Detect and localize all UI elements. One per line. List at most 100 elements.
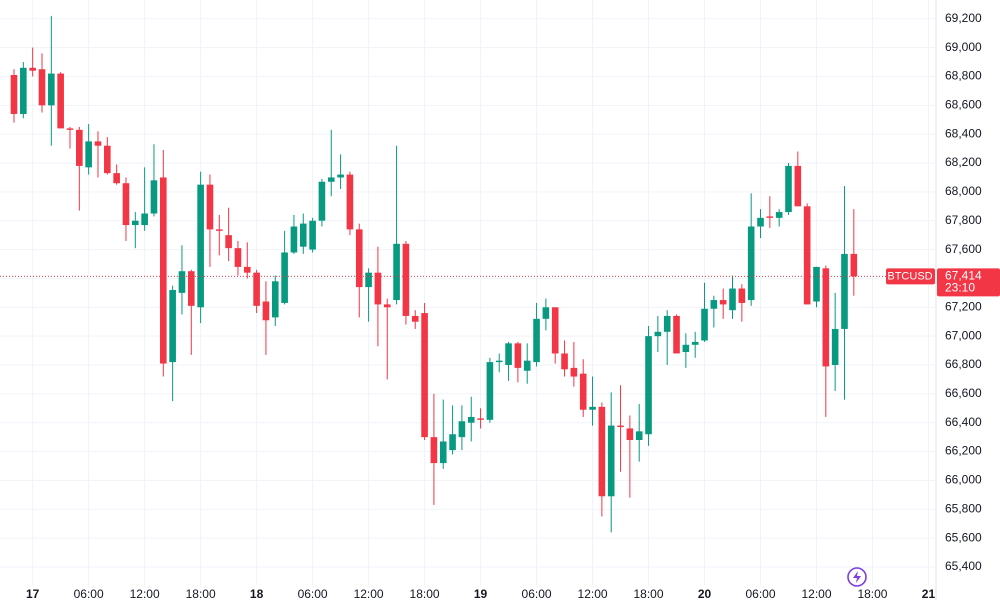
candle-body — [813, 266, 820, 302]
candle-body — [346, 174, 354, 230]
candle-body — [337, 174, 344, 178]
candle-body — [738, 288, 746, 303]
candle-body — [785, 165, 792, 213]
candle-body — [29, 67, 36, 71]
candle-body — [20, 67, 27, 114]
candle-body — [393, 243, 400, 301]
candle-body — [299, 223, 307, 247]
candle-body — [458, 421, 466, 438]
candle-body — [505, 343, 512, 365]
candle-body — [374, 272, 382, 305]
candle-body — [682, 344, 690, 353]
candle-body — [122, 183, 130, 226]
candle-body — [309, 220, 316, 250]
logo-icon[interactable] — [847, 567, 867, 587]
candle-body — [467, 416, 475, 423]
candle-body — [635, 431, 643, 441]
x-tick-label: 18 — [250, 587, 264, 600]
x-tick-label: 12:00 — [354, 587, 384, 600]
candle-body — [281, 252, 288, 303]
candle-body — [169, 289, 176, 363]
y-tick-label: 66,200 — [945, 444, 982, 458]
candle-body — [187, 271, 195, 306]
candle-body — [290, 226, 298, 253]
candle-body — [57, 73, 64, 129]
candle-body — [626, 428, 634, 441]
candle-body — [48, 73, 55, 106]
candle-body — [150, 180, 158, 214]
icon-bolt[interactable] — [853, 571, 861, 583]
candle-body — [803, 206, 811, 305]
x-tick-label: 06:00 — [522, 587, 552, 600]
y-tick-label: 67,000 — [945, 328, 982, 342]
candle-body — [542, 307, 550, 319]
candle-body — [66, 128, 74, 130]
price-tag — [937, 268, 1000, 297]
candle-body — [514, 343, 522, 368]
candles — [0, 15, 935, 533]
candle-body — [383, 304, 391, 308]
candle-body — [701, 308, 708, 341]
y-tick-label: 66,800 — [945, 357, 982, 371]
x-tick-label: 12:00 — [801, 587, 831, 600]
candle-body — [775, 212, 783, 218]
candle-body — [719, 300, 727, 305]
x-tick-label: 17 — [26, 587, 40, 600]
candle-body — [197, 184, 204, 308]
y-tick-label: 65,400 — [945, 559, 982, 573]
candle-body — [253, 272, 260, 306]
candle-body — [411, 315, 419, 322]
candle-body — [533, 318, 540, 363]
y-tick-label: 65,600 — [945, 530, 982, 544]
candle-body — [430, 437, 438, 464]
candle-body — [85, 141, 92, 168]
candle-body — [439, 441, 447, 464]
candle-body — [206, 184, 214, 230]
candle-body — [617, 425, 624, 428]
candle-body — [355, 229, 363, 288]
candle-body — [262, 301, 270, 321]
candle-body — [645, 336, 652, 435]
candle-body — [421, 313, 428, 438]
candle-body — [271, 281, 279, 318]
y-tick-label: 65,800 — [945, 501, 982, 515]
x-tick-label: 18:00 — [186, 587, 216, 600]
candle-body — [654, 331, 662, 337]
icon-ring[interactable] — [847, 567, 867, 587]
y-tick-label: 67,600 — [945, 242, 982, 256]
x-tick-label: 19 — [474, 587, 488, 600]
candle-body — [841, 253, 848, 329]
candle-body — [477, 418, 484, 420]
x-tick-label: 20 — [698, 587, 712, 600]
candle-body — [132, 220, 139, 226]
candle-body — [729, 288, 736, 311]
candle-body — [523, 360, 531, 371]
candle-body — [561, 353, 568, 370]
candle-body — [365, 272, 372, 288]
candle-body — [794, 165, 802, 207]
candle-body — [234, 248, 242, 267]
labels: 65,400 65,600 65,800 66,000 66,200 66,400 66,6… — [26, 11, 1000, 600]
x-tick-label: 06:00 — [74, 587, 104, 600]
candle-body — [104, 145, 111, 174]
symbol-label: BTCUSD — [887, 270, 932, 282]
y-tick-label: 68,600 — [945, 97, 982, 111]
candle-body — [579, 373, 587, 410]
candle-body — [449, 434, 456, 451]
candle-body — [757, 217, 764, 227]
candle-body — [822, 268, 830, 367]
y-tick-label: 68,000 — [945, 184, 982, 198]
y-tick-label: 67,200 — [945, 299, 982, 313]
candle-body — [327, 177, 335, 182]
candle-body — [673, 315, 680, 354]
candle-body — [243, 266, 251, 273]
candle-body — [76, 129, 83, 166]
grid — [0, 0, 935, 585]
candle-body — [159, 177, 167, 364]
candle-body — [94, 141, 102, 146]
candle-body — [10, 75, 18, 114]
y-tick-label: 68,800 — [945, 69, 982, 83]
candle-body — [113, 173, 120, 184]
candle-body — [766, 216, 774, 218]
